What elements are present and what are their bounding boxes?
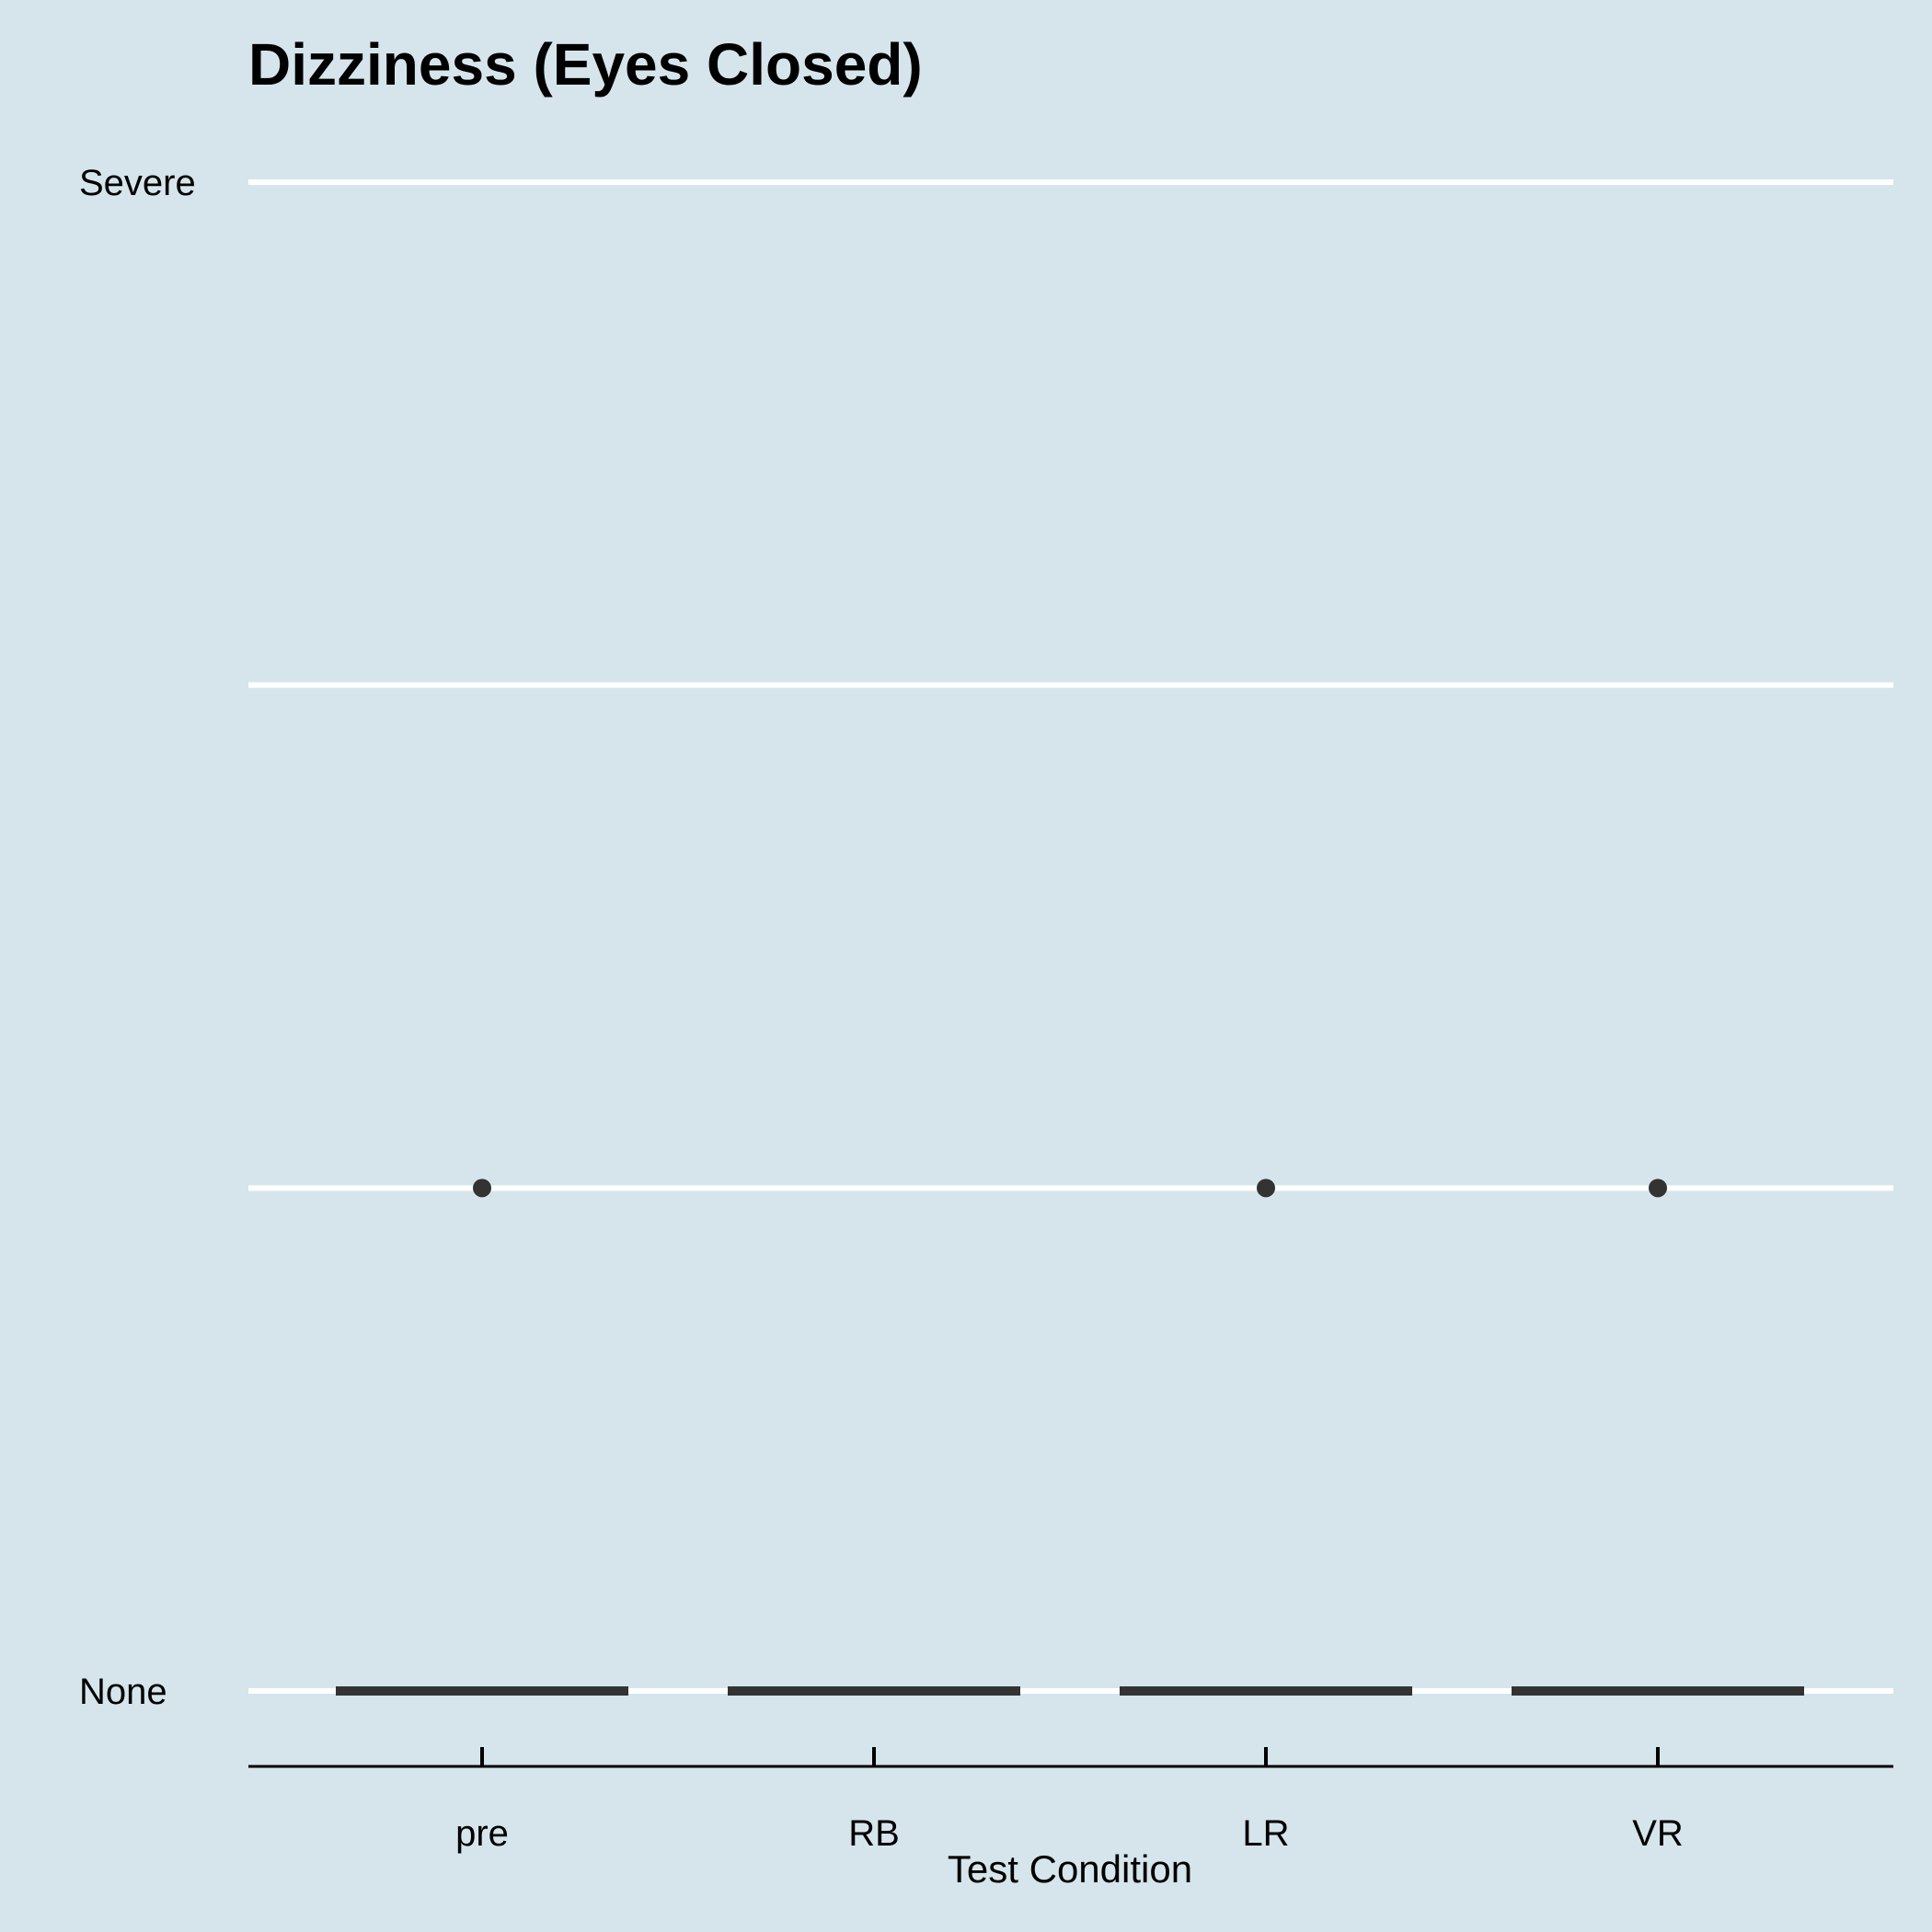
y-tick-labels: None Severe (79, 163, 196, 1712)
x-tick-label: RB (848, 1813, 900, 1854)
y-tick-label: None (79, 1672, 167, 1712)
x-ticks: pre RB LR VR (455, 1747, 1684, 1854)
outlier-point-pre (473, 1179, 491, 1198)
y-tick-label: Severe (79, 163, 196, 203)
x-tick-label: VR (1632, 1813, 1684, 1854)
outlier-point-VR (1649, 1179, 1667, 1198)
x-tick-label: pre (455, 1813, 509, 1854)
chart-title: Dizziness (Eyes Closed) (248, 31, 923, 98)
x-tick-label: LR (1242, 1813, 1289, 1854)
outlier-points (473, 1179, 1667, 1198)
outlier-point-LR (1257, 1179, 1275, 1198)
x-axis-title: Test Condition (948, 1847, 1192, 1891)
